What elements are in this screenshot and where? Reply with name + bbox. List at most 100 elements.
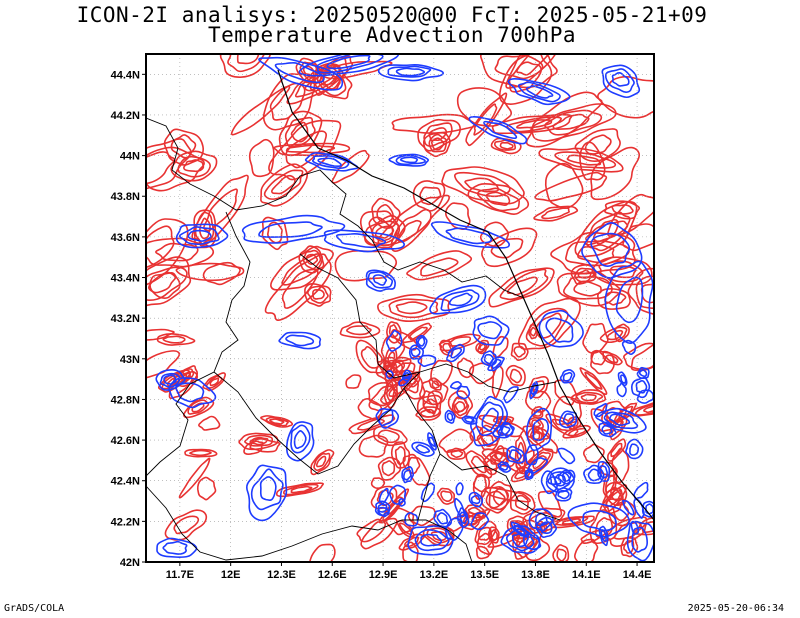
- warm-advection-contour: [436, 487, 456, 505]
- cold-advection-contour: [385, 329, 403, 352]
- cold-advection-contour: [554, 487, 573, 502]
- warm-advection-contour: [184, 448, 218, 458]
- cold-advection-contour: [600, 529, 607, 542]
- warm-advection-contour: [248, 138, 275, 178]
- warm-advection-contour: [227, 54, 266, 73]
- warm-advection-contour: [525, 307, 569, 347]
- cold-advection-contour: [259, 476, 277, 502]
- cold-advection-contour: [168, 377, 217, 409]
- warm-advection-contour: [263, 169, 304, 200]
- warm-advection-contour: [163, 128, 205, 166]
- cold-advection-contour: [527, 457, 549, 474]
- warm-advection-contour: [523, 537, 551, 562]
- warm-advection-contour: [430, 359, 453, 387]
- warm-advection-contour: [407, 505, 437, 527]
- warm-advection-contour: [191, 174, 249, 247]
- warm-advection-contour: [441, 166, 525, 205]
- warm-advection-contour: [283, 483, 319, 496]
- cold-advection-contour: [583, 464, 605, 485]
- cold-advection-contour: [497, 425, 511, 437]
- cold-advection-contour: [398, 498, 406, 507]
- lon-tick-label: 11.7E: [166, 569, 194, 581]
- warm-advection-contour: [467, 182, 530, 215]
- warm-advection-contour: [356, 518, 387, 543]
- cold-advection-contour: [285, 334, 315, 347]
- cold-advection-contour: [433, 508, 453, 528]
- cold-advection-contour: [539, 521, 553, 534]
- warm-advection-contour: [391, 113, 477, 134]
- cold-advection-contour: [446, 412, 454, 422]
- warm-advection-contour: [386, 321, 402, 344]
- cold-advection-contour: [372, 274, 388, 286]
- lat-tick-label: 43.6N: [111, 232, 140, 244]
- cold-advection-contour: [367, 271, 394, 289]
- warm-advection-contour: [249, 436, 269, 446]
- warm-advection-contour: [614, 323, 630, 343]
- cold-advection-contour: [561, 471, 572, 482]
- cold-advection-contour: [459, 511, 468, 524]
- cold-advection-contour: [629, 443, 640, 456]
- warm-advection-contour: [640, 283, 654, 304]
- warm-advection-contour: [146, 328, 175, 341]
- regional-border: [299, 253, 557, 393]
- warm-advection-contour: [472, 473, 491, 493]
- cold-advection-contour: [395, 154, 426, 166]
- cold-advection-contour: [530, 383, 538, 396]
- cold-advection-contour: [522, 533, 542, 551]
- warm-advection-contour: [505, 364, 526, 387]
- warm-advection-contour: [478, 414, 509, 427]
- warm-advection-contour: [358, 434, 389, 458]
- warm-advection-contour: [474, 520, 497, 546]
- cold-advection-contour: [524, 468, 534, 481]
- warm-advection-contour: [146, 256, 192, 307]
- warm-advection-contour: [574, 128, 621, 163]
- warm-advection-contour: [446, 513, 470, 532]
- warm-advection-contour: [452, 395, 468, 414]
- warm-advection-contour: [478, 343, 486, 351]
- warm-advection-contour: [196, 476, 217, 501]
- cold-advection-contour: [430, 221, 511, 249]
- regional-border: [146, 117, 525, 299]
- regional-border: [146, 211, 251, 477]
- cold-advection-contour: [468, 491, 484, 508]
- warm-advection-contour: [438, 428, 474, 454]
- warm-advection-contour: [623, 342, 654, 370]
- warm-advection-contour: [499, 268, 549, 301]
- warm-advection-contour: [284, 116, 316, 148]
- warm-advection-contour: [580, 393, 597, 402]
- warm-advection-contour: [394, 445, 406, 466]
- warm-advection-contour: [390, 441, 411, 469]
- warm-advection-contour: [561, 518, 582, 525]
- lon-tick-label: 12.9E: [369, 569, 398, 581]
- cold-advection-contour: [414, 529, 450, 552]
- warm-advection-contour: [275, 482, 324, 498]
- advection-contours: [146, 54, 654, 562]
- warm-advection-contour: [525, 91, 603, 148]
- warm-advection-contour: [499, 141, 514, 150]
- cold-advection-contour: [631, 526, 649, 553]
- warm-advection-contour: [610, 442, 623, 458]
- warm-advection-contour: [582, 443, 605, 464]
- chart-subtitle: Temperature Advection 700hPa: [207, 23, 576, 47]
- warm-advection-contour: [199, 217, 211, 240]
- warm-advection-contour: [173, 515, 200, 535]
- warm-advection-contour: [339, 321, 381, 339]
- cold-advection-contour: [562, 371, 573, 382]
- warm-advection-contour: [202, 372, 226, 392]
- warm-advection-contour: [579, 367, 608, 396]
- warm-advection-contour: [345, 374, 362, 389]
- warm-advection-contour: [377, 194, 450, 246]
- warm-advection-contour: [605, 481, 628, 507]
- warm-advection-contour: [249, 438, 281, 453]
- warm-advection-contour: [550, 231, 636, 275]
- warm-advection-contour: [178, 457, 211, 499]
- warm-advection-contour: [481, 227, 538, 268]
- warm-advection-contour: [412, 180, 446, 212]
- cold-advection-contour: [598, 465, 608, 479]
- warm-advection-contour: [187, 399, 210, 415]
- warm-advection-contour: [475, 339, 490, 355]
- cold-advection-contour: [491, 358, 502, 370]
- lon-tick-label: 14.4E: [623, 569, 652, 581]
- warm-advection-contour: [510, 342, 529, 361]
